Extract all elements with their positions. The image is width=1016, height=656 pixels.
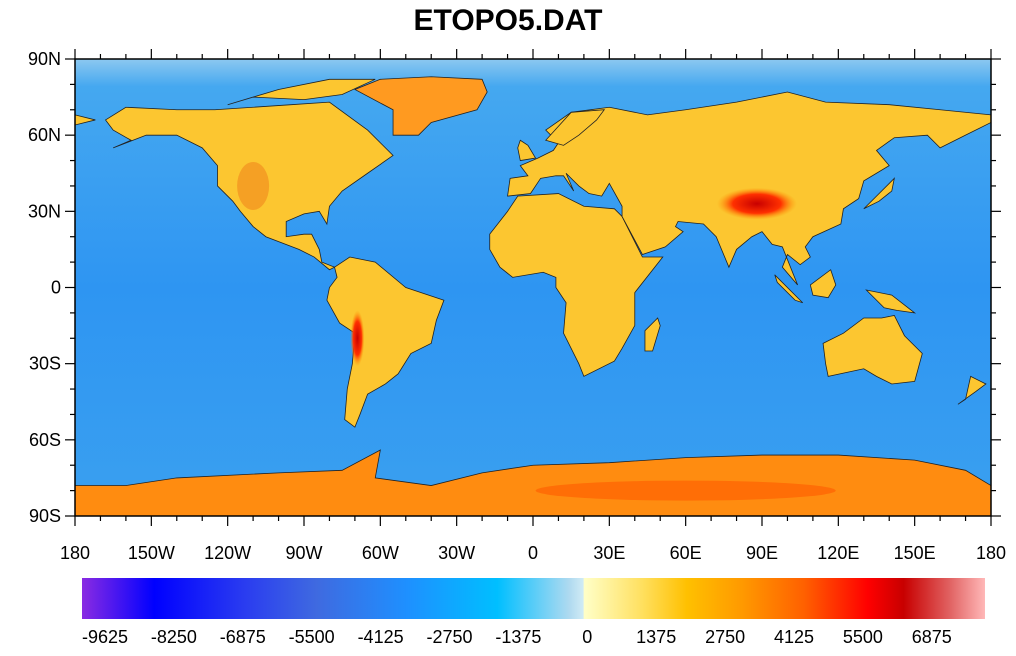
lat-label: 90S: [29, 506, 61, 526]
lon-label: 90W: [285, 543, 322, 563]
colorbar: [82, 578, 985, 619]
landmass-antarctica: [75, 449, 991, 516]
lon-label: 60E: [670, 543, 702, 563]
lon-label: 90E: [746, 543, 778, 563]
landmass-africa: [489, 193, 664, 377]
landmass-sumatra: [774, 274, 803, 304]
colorbar-label: 5500: [842, 627, 883, 647]
landmass-britain: [517, 139, 537, 162]
lon-label: 180: [976, 543, 1006, 563]
landmass-australia: [822, 314, 923, 385]
landmass-scandinavia-fill: [544, 109, 606, 146]
colorbar-label: 0: [582, 627, 593, 647]
landmass-madagascar: [644, 317, 661, 352]
landmass-canadian-arctic: [227, 78, 376, 106]
lon-label: 150W: [128, 543, 175, 563]
tibetan-plateau: [716, 187, 797, 220]
colorbar-label: -6875: [219, 627, 266, 647]
lon-label: 150E: [894, 543, 936, 563]
landmass-new-guinea: [865, 289, 917, 314]
colorbar-label: -5500: [288, 627, 335, 647]
lon-label: 60W: [362, 543, 399, 563]
landmass-greenland: [353, 76, 488, 136]
colorbar-label: 4125: [773, 627, 815, 647]
colorbar-label: -4125: [357, 627, 404, 647]
plot-title: ETOPO5.DAT: [413, 4, 603, 37]
lon-label: 120W: [204, 543, 251, 563]
antarctic-plateau: [535, 480, 836, 501]
lon-label: 30E: [593, 543, 625, 563]
colorbar-label: 1375: [636, 627, 677, 647]
colorbar-label: -9625: [81, 627, 129, 647]
colorbar-label: -2750: [426, 627, 473, 647]
colorbar-label: -8250: [150, 627, 197, 647]
colorbar-label: -1375: [495, 627, 542, 647]
lon-label: 180: [60, 543, 90, 563]
lat-label: 60N: [28, 125, 61, 145]
lon-label: 0: [528, 543, 538, 563]
colorbar-label: 2750: [705, 627, 746, 647]
andes: [350, 310, 365, 367]
lat-label: 0: [51, 278, 61, 298]
lon-label: 120E: [817, 543, 859, 563]
landmass-japan: [863, 177, 895, 210]
landmass-new-zealand: [957, 375, 987, 405]
lat-label: 30N: [28, 201, 61, 221]
lon-label: 30W: [438, 543, 475, 563]
landmass-south-america: [326, 256, 445, 428]
colorbar-label: 6875: [911, 627, 952, 647]
lat-label: 90N: [28, 49, 61, 69]
lat-label: 60S: [29, 430, 61, 450]
landmass-borneo: [809, 269, 837, 299]
lat-label: 30S: [29, 354, 61, 374]
landmass-chukotka: [75, 114, 96, 126]
rocky-mountains: [237, 161, 270, 210]
